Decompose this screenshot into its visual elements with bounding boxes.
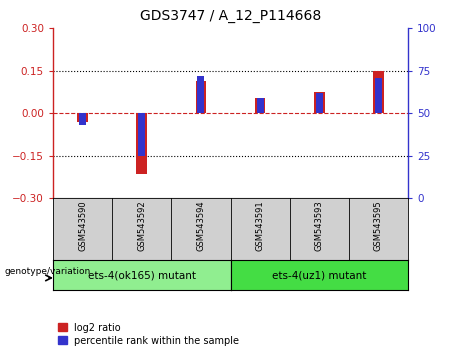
Text: GDS3747 / A_12_P114668: GDS3747 / A_12_P114668: [140, 9, 321, 23]
Text: GSM543593: GSM543593: [315, 200, 324, 251]
Text: ets-4(ok165) mutant: ets-4(ok165) mutant: [88, 270, 196, 280]
Bar: [256, 98, 264, 113]
Bar: [255, 98, 266, 113]
Text: GSM543595: GSM543595: [374, 200, 383, 251]
Bar: [138, 113, 145, 156]
Bar: [375, 78, 382, 113]
Text: GSM543594: GSM543594: [196, 200, 206, 251]
Text: GSM543592: GSM543592: [137, 200, 146, 251]
Bar: [195, 81, 206, 113]
Legend: log2 ratio, percentile rank within the sample: log2 ratio, percentile rank within the s…: [58, 323, 239, 346]
Bar: [373, 72, 384, 113]
Text: genotype/variation: genotype/variation: [5, 267, 91, 276]
Bar: [77, 113, 88, 122]
Bar: [314, 92, 325, 113]
Bar: [197, 76, 205, 113]
Bar: [136, 113, 147, 174]
Text: GSM543591: GSM543591: [255, 200, 265, 251]
Bar: [79, 113, 86, 125]
Text: GSM543590: GSM543590: [78, 200, 87, 251]
Text: ets-4(uz1) mutant: ets-4(uz1) mutant: [272, 270, 366, 280]
Bar: [316, 93, 323, 113]
